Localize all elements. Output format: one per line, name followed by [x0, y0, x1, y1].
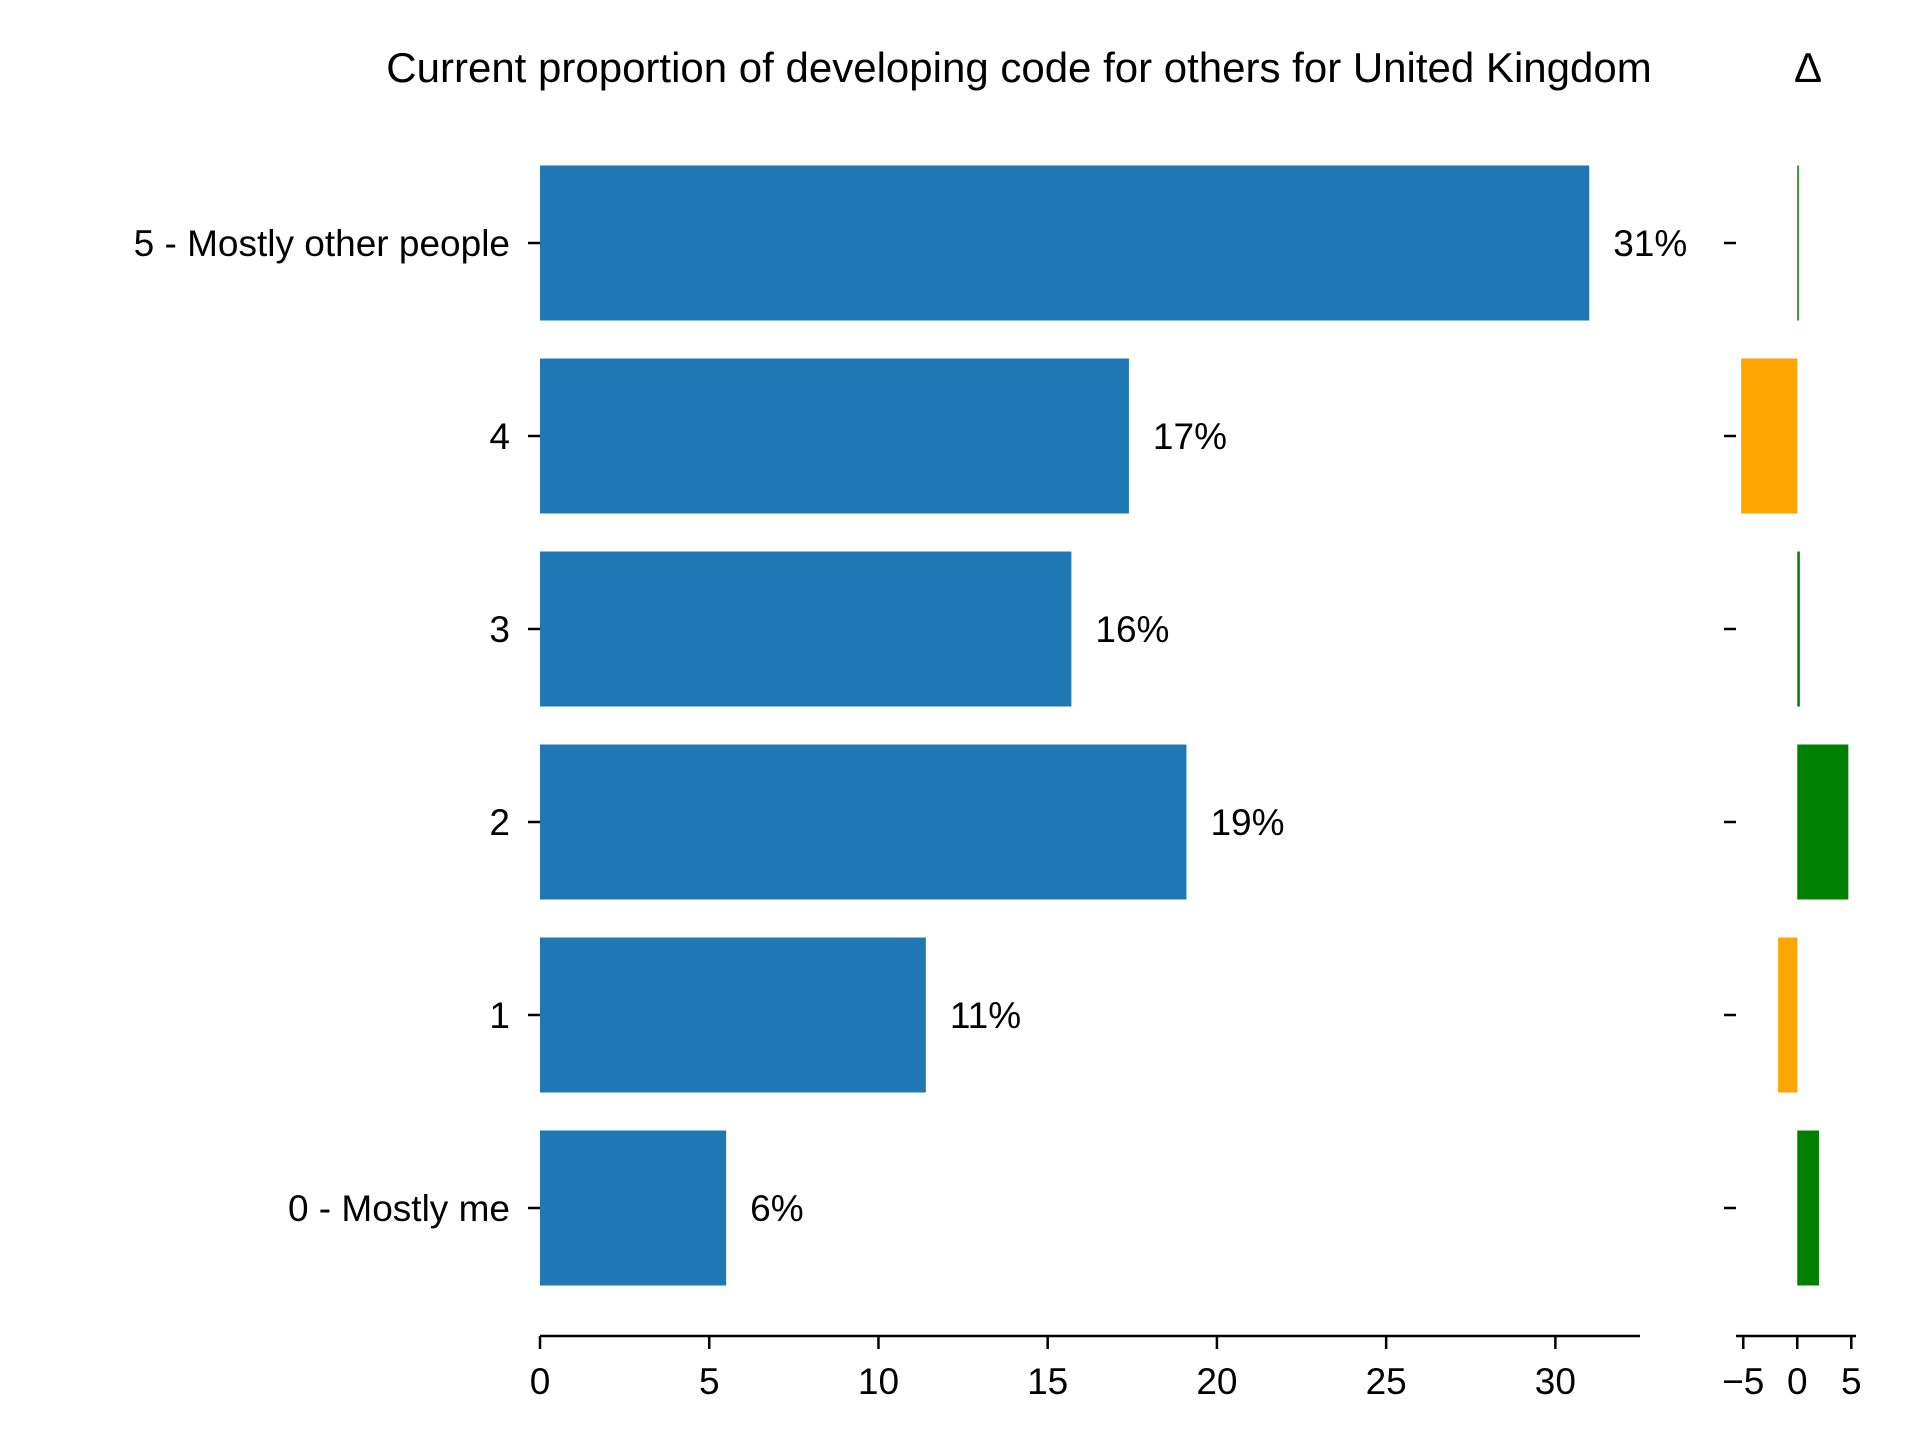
x-tick-label: 15 — [1027, 1361, 1068, 1402]
category-label: 1 — [489, 995, 510, 1036]
x-tick-label: 30 — [1535, 1361, 1576, 1402]
delta-bar — [1797, 551, 1800, 707]
delta-x-tick-label: 0 — [1787, 1361, 1808, 1402]
data-label: 11% — [950, 995, 1021, 1036]
bar — [540, 358, 1129, 514]
category-label: 0 - Mostly me — [288, 1188, 510, 1229]
data-label: 31% — [1613, 223, 1687, 264]
delta-x-tick-label: −5 — [1722, 1361, 1764, 1402]
bar — [540, 937, 926, 1093]
chart-title: Current proportion of developing code fo… — [386, 44, 1651, 91]
delta-title: Δ — [1794, 44, 1822, 91]
data-label: 6% — [750, 1188, 803, 1229]
delta-panel: −5 0 5 — [1722, 165, 1862, 1402]
category-label: 3 — [489, 609, 510, 650]
category-label: 4 — [489, 416, 510, 457]
x-tick-label: 25 — [1366, 1361, 1407, 1402]
delta-bar — [1797, 1130, 1819, 1286]
category-label: 2 — [489, 802, 510, 843]
bar — [540, 1130, 727, 1286]
delta-bar — [1797, 744, 1849, 900]
x-tick-label: 5 — [699, 1361, 720, 1402]
delta-bar — [1797, 165, 1799, 321]
bar — [540, 165, 1590, 321]
data-label: 16% — [1095, 609, 1169, 650]
delta-bar — [1741, 358, 1798, 514]
category-label: 5 - Mostly other people — [134, 223, 510, 264]
data-label: 19% — [1210, 802, 1284, 843]
main-panel: 31%5 - Mostly other people17%416%319%211… — [134, 165, 1687, 1402]
delta-bar — [1778, 937, 1798, 1093]
x-tick-label: 0 — [530, 1361, 551, 1402]
data-label: 17% — [1153, 416, 1227, 457]
bar — [540, 551, 1072, 707]
x-tick-label: 20 — [1196, 1361, 1237, 1402]
bar — [540, 744, 1187, 900]
x-tick-label: 10 — [858, 1361, 899, 1402]
delta-x-tick-label: 5 — [1841, 1361, 1862, 1402]
